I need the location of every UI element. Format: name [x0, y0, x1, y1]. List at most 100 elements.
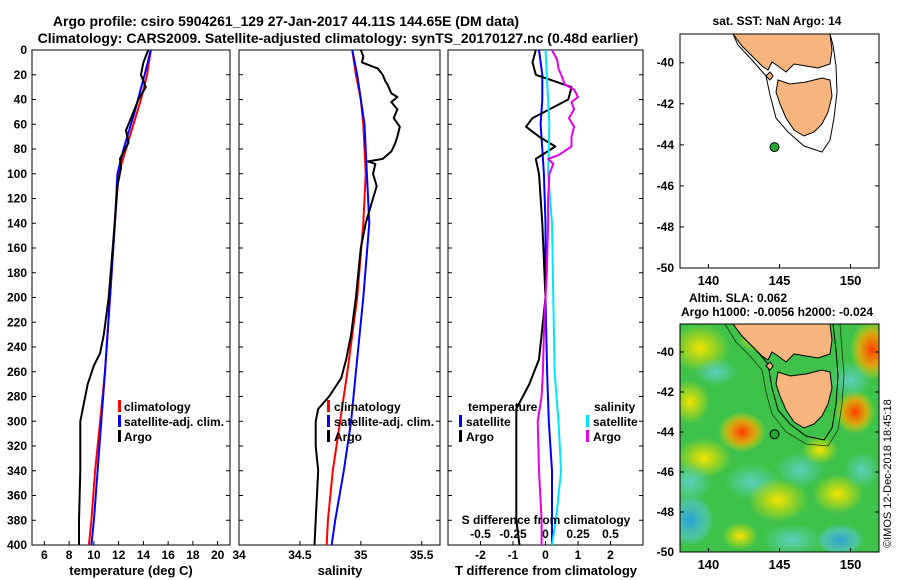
legend-swatch-climatology: [327, 400, 330, 412]
series-line-temperature-argo: [515, 49, 573, 546]
depth-tick-label: 260: [7, 365, 27, 379]
map-y-tick-label: -50: [657, 261, 675, 275]
sla-mainland: [732, 324, 833, 363]
x-tick-label: -1: [508, 548, 519, 562]
depth-tick-label: 40: [14, 93, 28, 107]
x-tick-label: 35: [354, 548, 368, 562]
x-tick-label: 8: [66, 548, 73, 562]
map-y-tick-label: -40: [657, 56, 675, 70]
legend-label-climatology: climatology: [334, 400, 401, 414]
x-tick-label: 6: [41, 548, 48, 562]
series-line-argo: [78, 49, 150, 545]
map-y-tick-label: -48: [657, 505, 675, 519]
sst-king-island: [765, 71, 774, 81]
difference-legend: temperature salinity satellite Argo sate…: [459, 400, 638, 444]
depth-tick-label: 320: [7, 439, 27, 453]
map-y-tick-label: -46: [657, 179, 675, 193]
map-x-tick-label: 140: [698, 273, 720, 288]
sst-tasmania: [775, 77, 833, 137]
legend-swatch-t-satellite: [459, 415, 462, 427]
depth-tick-label: 400: [7, 538, 27, 552]
sla-patch: [828, 362, 872, 398]
sla-patch: [835, 390, 875, 434]
sla-patch: [844, 452, 879, 488]
series-line-argo: [313, 49, 401, 546]
salinity-panel-frame: [238, 49, 441, 546]
salinity-legend: climatology satellite-adj. clim. Argo: [327, 400, 434, 444]
series-line-satellite-adj-clim-: [330, 49, 371, 546]
x-tick-label-salinity: 0.5: [602, 527, 619, 541]
salinity-series: [313, 49, 401, 546]
temperature-series: [78, 49, 152, 546]
map-x-tick-label: 150: [840, 557, 862, 572]
depth-tick-label: 180: [7, 266, 27, 280]
title-line-2: Climatology: CARS2009. Satellite-adjuste…: [38, 30, 639, 46]
map-y-tick-label: -40: [657, 345, 675, 359]
map-y-tick-label: -48: [657, 220, 675, 234]
difference-xlabel: T difference from climatology: [455, 563, 638, 578]
x-tick-label: 34: [232, 548, 246, 562]
x-tick-label: 14: [137, 548, 151, 562]
x-tick-label-salinity: -0.25: [499, 527, 527, 541]
difference-series: [515, 49, 579, 546]
series-line-satellite-adj-clim-: [90, 49, 152, 546]
legend-title-temperature: temperature: [468, 400, 538, 414]
series-line-temperature-satellite: [538, 49, 553, 545]
depth-tick-label: 120: [7, 192, 27, 206]
depth-tick-label: 380: [7, 513, 27, 527]
sst-map-title: sat. SST: NaN Argo: 14: [713, 14, 842, 28]
sla-map-title: Altim. SLA: 0.062: [689, 291, 787, 305]
depth-tick-label: 300: [7, 414, 27, 428]
sst-shelf-contour: [732, 34, 838, 153]
legend-label-climatology: climatology: [124, 400, 191, 414]
x-axes: 6 8 10 12 14 16 18 20 34 34.5 35 35.5 -2 -1 0 1 2-0.5 -0.…: [41, 527, 619, 562]
x-tick-label: 10: [87, 548, 101, 562]
legend-swatch-climatology: [118, 400, 121, 412]
x-tick-label: 18: [186, 548, 200, 562]
depth-tick-label: 220: [7, 315, 27, 329]
legend-label-satellite: satellite-adj. clim.: [334, 415, 434, 429]
series-line-climatology: [325, 49, 367, 546]
depth-tick-label: 340: [7, 464, 27, 478]
sla-patch: [680, 494, 714, 546]
salinity-xlabel: salinity: [318, 563, 364, 578]
sla-shelf-contour: [724, 324, 845, 447]
sla-patch: [722, 522, 758, 550]
legend-swatch-s-satellite: [586, 415, 589, 427]
sla-patch: [802, 436, 838, 464]
sla-tasmania: [775, 369, 833, 429]
depth-tick-label: 140: [7, 216, 27, 230]
depth-tick-label: 360: [7, 489, 27, 503]
legend-label-s-argo: Argo: [593, 430, 621, 444]
x-tick-label: 35.5: [410, 548, 434, 562]
legend-label-t-argo: Argo: [466, 430, 494, 444]
sla-patch: [694, 358, 738, 386]
sla-patch: [718, 412, 766, 452]
map-axes: 140 145 150 -40 -42 -44 -46 -48 -50 140 145 150 -40 -…: [657, 56, 879, 572]
x-tick-label-salinity: 0.25: [566, 527, 590, 541]
map-y-tick-label: -50: [657, 545, 675, 559]
title-line-1: Argo profile: csiro 5904261_129 27-Jan-2…: [53, 13, 519, 29]
legend-swatch-satellite: [327, 415, 330, 427]
sla-patch: [680, 380, 710, 424]
map-y-tick-label: -42: [657, 97, 675, 111]
depth-tick-label: 200: [7, 291, 27, 305]
depth-tick-label: 20: [14, 68, 28, 82]
legend-label-satellite: satellite-adj. clim.: [124, 415, 224, 429]
depth-tick-label: 280: [7, 390, 27, 404]
sla-patch: [762, 524, 822, 552]
map-y-tick-label: -44: [657, 138, 675, 152]
depth-tick-label: 60: [14, 117, 28, 131]
x-tick-label: 12: [112, 548, 126, 562]
temperature-xlabel: temperature (deg C): [69, 563, 193, 578]
sla-patch: [816, 524, 864, 552]
legend-label-argo: Argo: [334, 430, 362, 444]
map-x-tick-label: 145: [769, 273, 791, 288]
map-x-tick-label: 145: [769, 557, 791, 572]
legend-swatch-argo: [327, 430, 330, 442]
x-tick-label: 1: [575, 548, 582, 562]
legend-title-salinity: salinity: [594, 400, 636, 414]
sla-float-marker: [769, 429, 780, 440]
series-line-salinity-satellite: [544, 49, 563, 546]
